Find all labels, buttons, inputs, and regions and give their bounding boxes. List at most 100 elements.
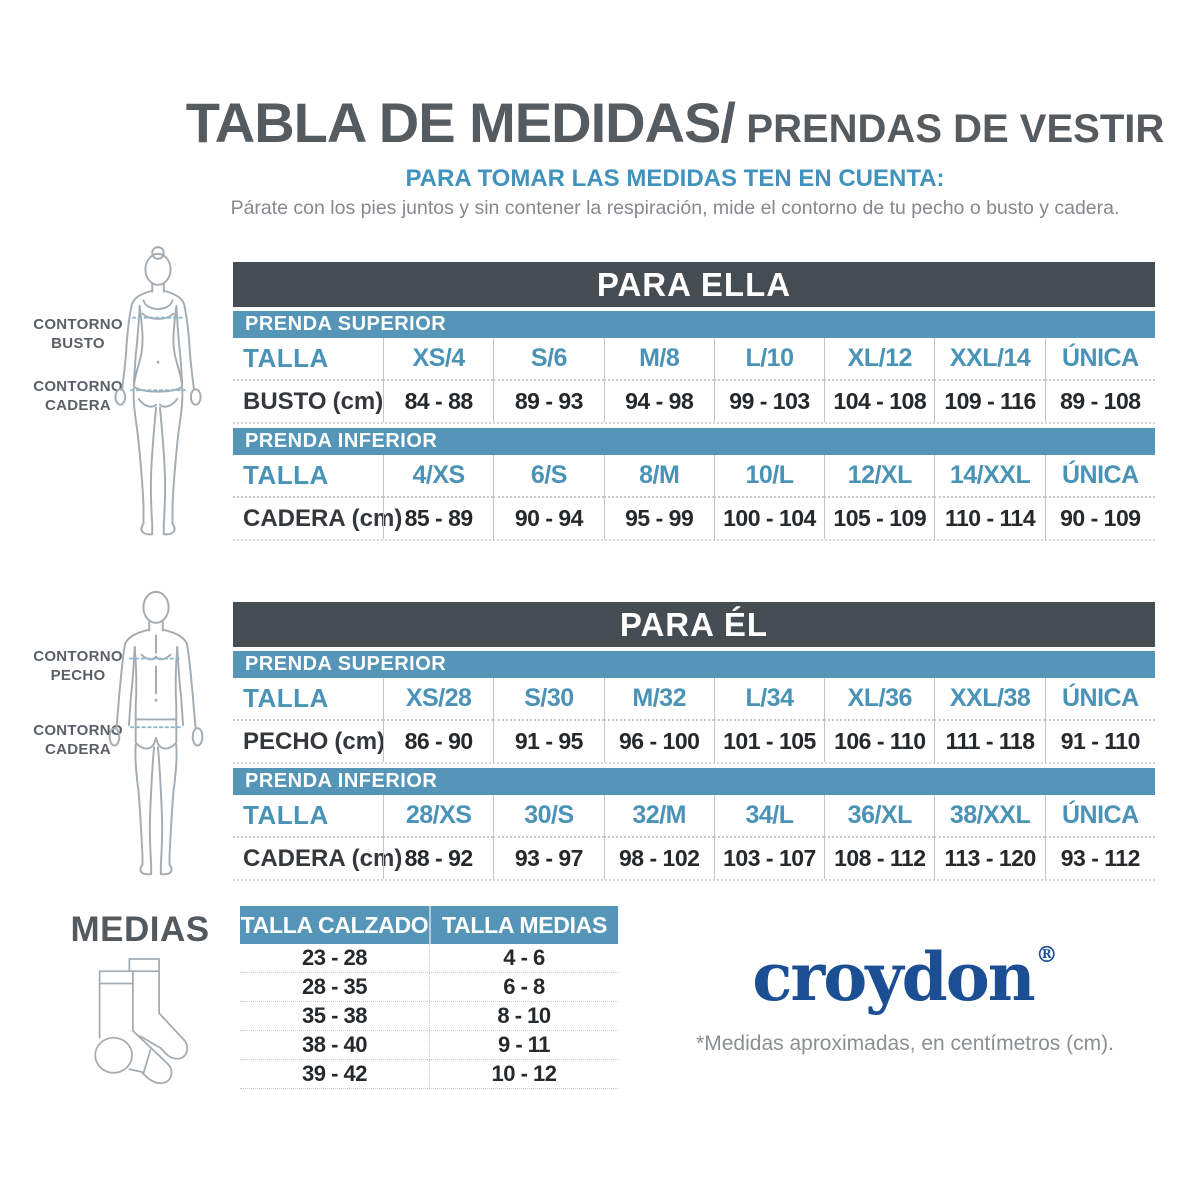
size-cell: 38/XXL [934,795,1045,838]
croydon-logo: croydon® [752,938,1058,1016]
value-cell: 90 - 94 [493,498,603,539]
medias-row: 39 - 42 10 - 12 [240,1060,618,1089]
measuring-subtitle: PARA TOMAR LAS MEDIDAS TEN EN CUENTA: [405,165,945,192]
value-cell: 99 - 103 [713,381,824,422]
size-cell: L/34 [713,678,825,721]
value-cell: 95 - 99 [603,498,714,539]
ella-band-prenda-superior: PRENDA SUPERIOR [233,311,1155,338]
sock-size-cell: 4 - 6 [429,944,618,972]
size-cell: 8/M [603,455,714,498]
female-bust-label: CONTORNO BUSTO [33,316,123,352]
size-cell: ÚNICA [1044,455,1155,498]
ella-band-prenda-inferior: PRENDA INFERIOR [233,428,1155,455]
value-cell: 84 - 88 [383,381,493,422]
size-cell: 10/L [713,455,825,498]
medias-table: TALLA CALZADO TALLA MEDIAS 23 - 28 4 - 6… [240,906,618,1089]
page-title: TABLA DE MEDIDAS/ PRENDAS DE VESTIR [180,90,1170,155]
medias-row: 38 - 40 9 - 11 [240,1031,618,1060]
size-row-label: TALLA [233,795,383,838]
size-cell: ÚNICA [1044,678,1155,721]
value-cell: 101 - 105 [713,721,824,762]
value-cell: 113 - 120 [934,838,1044,879]
medias-title: MEDIAS [70,910,210,949]
value-cell: 91 - 110 [1044,721,1155,762]
size-cell: L/10 [713,338,825,381]
measuring-instructions: Párate con los pies juntos y sin contene… [230,197,1120,219]
table-para-el: PARA ÉL PRENDA SUPERIOR TALLA XS/28 S/30… [233,602,1155,881]
shoe-size-cell: 28 - 35 [302,974,368,999]
value-cell: 88 - 92 [383,838,493,879]
sock-size-cell: 10 - 12 [429,1060,618,1088]
para-el-title: PARA ÉL [233,602,1155,647]
value-cell: 104 - 108 [824,381,934,422]
measure-row-label: CADERA (cm) [243,504,403,532]
sock-size-cell: 8 - 10 [429,1002,618,1030]
shoe-size-cell: 38 - 40 [302,1032,368,1057]
medias-row: 35 - 38 8 - 10 [240,1002,618,1031]
size-cell: M/8 [603,338,714,381]
value-cell: 109 - 116 [934,381,1044,422]
shoe-size-cell: 39 - 42 [302,1061,368,1086]
size-row-label: TALLA [233,455,383,498]
value-cell: 89 - 93 [493,381,603,422]
value-cell: 108 - 112 [824,838,934,879]
male-hip-label: CONTORNO CADERA [33,722,123,758]
el-band-prenda-superior: PRENDA SUPERIOR [233,651,1155,678]
value-cell: 93 - 97 [493,838,603,879]
el-band-prenda-inferior: PRENDA INFERIOR [233,768,1155,795]
medias-row: 23 - 28 4 - 6 [240,944,618,973]
size-cell: XXL/38 [934,678,1045,721]
size-cell: XS/4 [383,338,494,381]
ella-upper-grid: TALLA XS/4 S/6 M/8 L/10 XL/12 XXL/14 ÚNI… [233,338,1155,424]
value-cell: 98 - 102 [603,838,714,879]
value-cell: 110 - 114 [934,498,1044,539]
size-cell: 36/XL [824,795,935,838]
size-cell: XL/12 [824,338,935,381]
male-figure-icon [108,590,204,876]
value-cell: 100 - 104 [713,498,824,539]
value-cell: 86 - 90 [383,721,493,762]
sock-size-cell: 6 - 8 [429,973,618,1001]
size-cell: M/32 [603,678,714,721]
male-chest-label: CONTORNO PECHO [33,648,123,684]
size-cell: S/6 [493,338,604,381]
para-ella-title: PARA ELLA [233,262,1155,307]
size-cell: 32/M [603,795,714,838]
size-cell: 28/XS [383,795,494,838]
size-cell: 4/XS [383,455,494,498]
size-cell: 34/L [713,795,825,838]
size-cell: XL/36 [824,678,935,721]
page-header: TABLA DE MEDIDAS/ PRENDAS DE VESTIR PARA… [180,90,1170,220]
value-cell: 106 - 110 [824,721,934,762]
value-cell: 111 - 118 [934,721,1044,762]
shoe-size-cell: 35 - 38 [302,1003,368,1028]
footnote: *Medidas aproximadas, en centímetros (cm… [696,1032,1114,1055]
measure-row-label: PECHO (cm) [243,727,386,755]
value-cell: 89 - 108 [1044,381,1155,422]
measure-row-label: BUSTO (cm) [243,387,384,415]
sock-size-cell: 9 - 11 [429,1031,618,1059]
value-cell: 90 - 109 [1044,498,1155,539]
medias-header-row: TALLA CALZADO TALLA MEDIAS [240,906,618,944]
size-cell: 12/XL [824,455,935,498]
size-cell: 30/S [493,795,604,838]
value-cell: 105 - 109 [824,498,934,539]
value-cell: 91 - 95 [493,721,603,762]
measure-row-label: CADERA (cm) [243,844,403,872]
medias-col-header: TALLA CALZADO [240,911,429,938]
value-cell: 85 - 89 [383,498,493,539]
title-main: TABLA DE MEDIDAS/ [185,91,736,154]
registered-mark: ® [1035,942,1058,968]
value-cell: 93 - 112 [1044,838,1155,879]
size-cell: 6/S [493,455,604,498]
size-cell: XS/28 [383,678,494,721]
ella-lower-grid: TALLA 4/XS 6/S 8/M 10/L 12/XL 14/XXL ÚNI… [233,455,1155,541]
size-cell: 14/XXL [934,455,1045,498]
socks-icon [94,958,189,1085]
shoe-size-cell: 23 - 28 [302,945,368,970]
female-figure-icon [114,246,202,536]
size-cell: XXL/14 [934,338,1045,381]
title-sub: PRENDAS DE VESTIR [746,107,1165,151]
size-cell: S/30 [493,678,604,721]
